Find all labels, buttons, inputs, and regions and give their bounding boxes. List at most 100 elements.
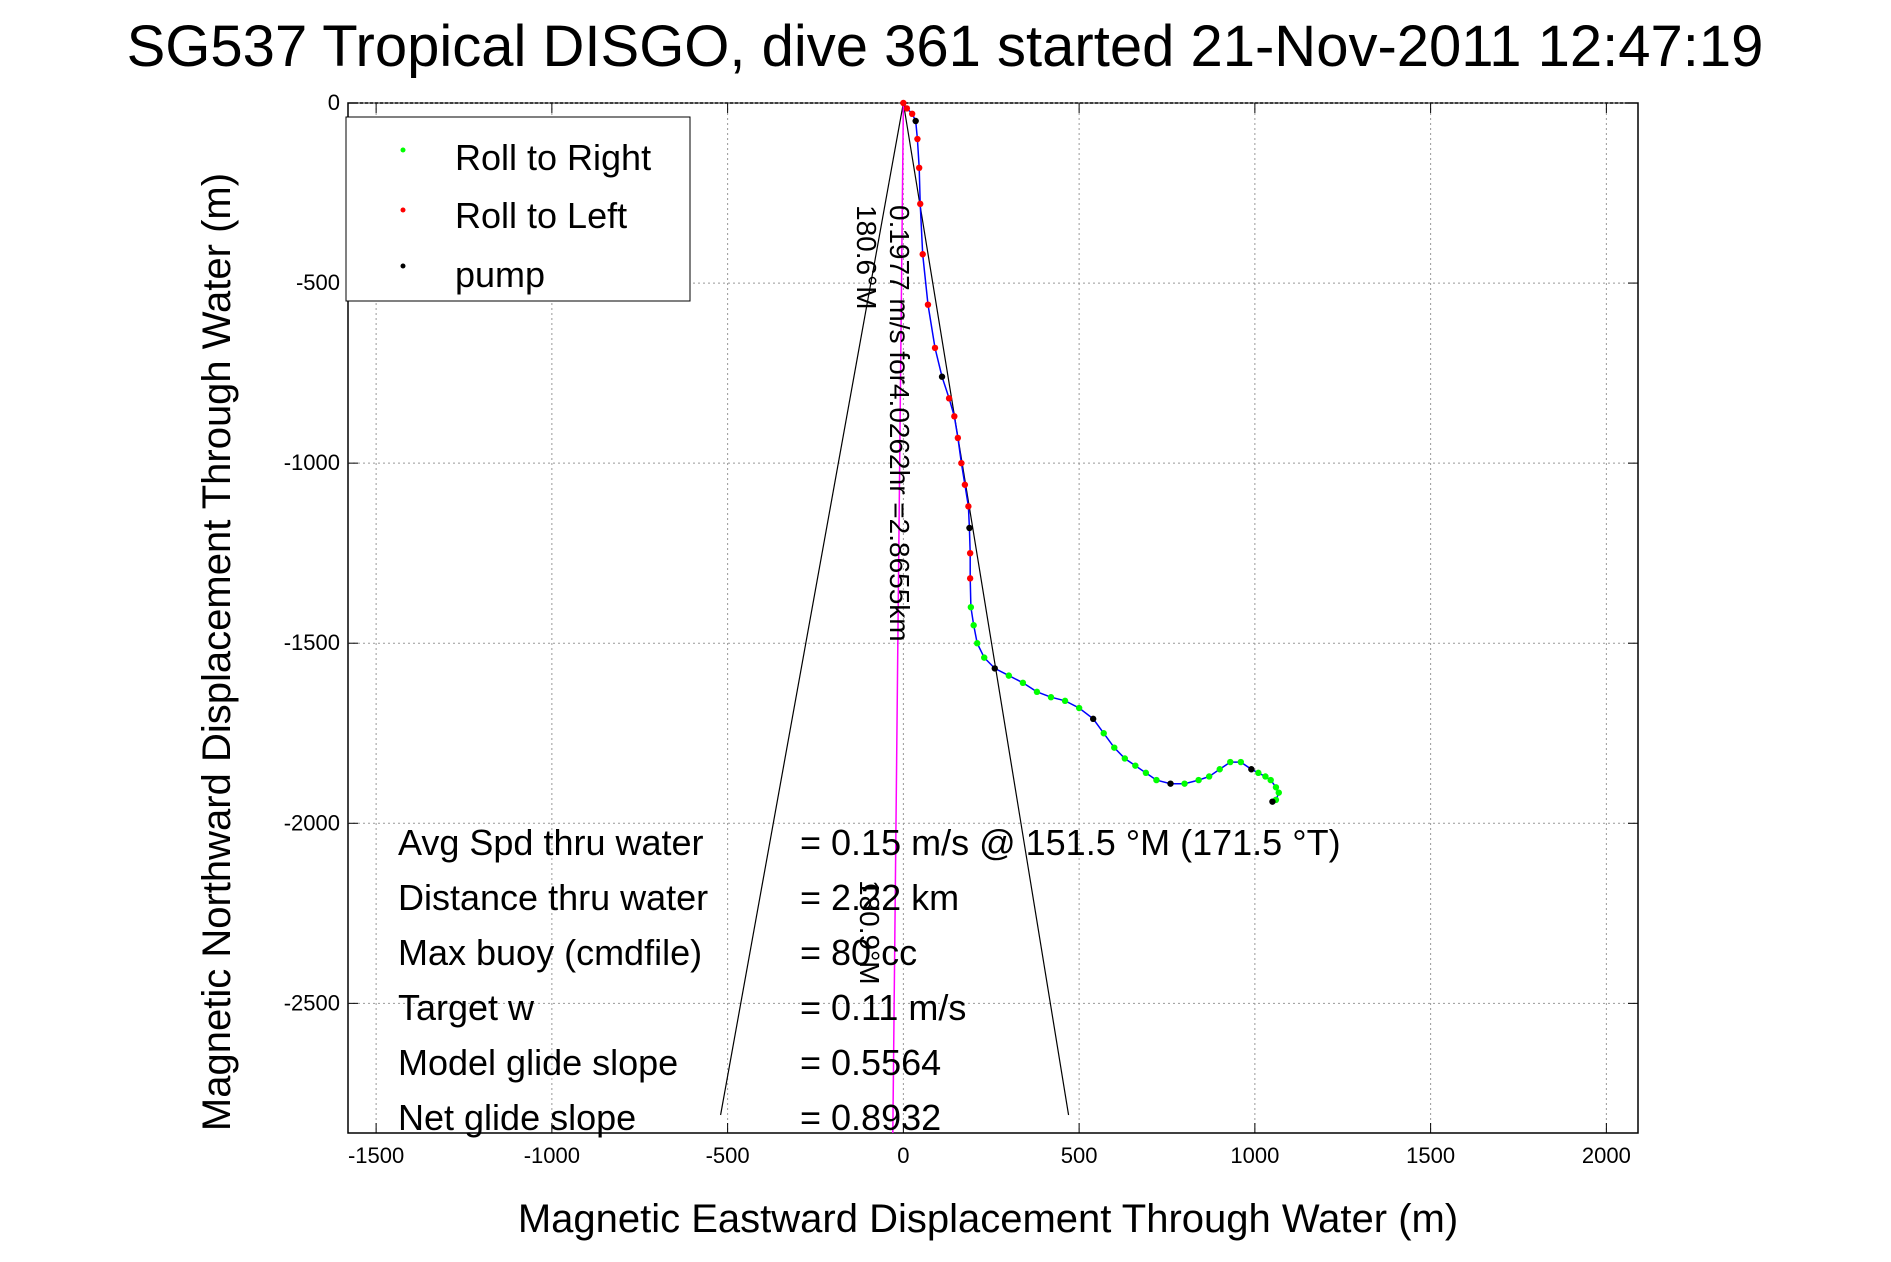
chart-title: SG537 Tropical DISGO, dive 361 started 2…: [127, 14, 1764, 79]
heading-cone: [719, 102, 1070, 1116]
stat-value: = 0.15 m/s @ 151.5 °M (171.5 °T): [800, 822, 1341, 863]
stat-label: Max buoy (cmdfile): [398, 932, 702, 973]
roll-right-point: [1061, 697, 1069, 705]
y-tick-label: -1500: [284, 630, 340, 655]
pump-point: [991, 665, 998, 672]
roll-left-point: [931, 344, 939, 352]
roll-left-point: [900, 99, 907, 107]
roll-left-point: [966, 549, 974, 557]
roll-right-point: [1195, 776, 1202, 784]
legend-label-roll-left: Roll to Left: [455, 195, 627, 236]
pump-point: [1248, 766, 1255, 773]
legend: Roll to Right Roll to Left pump: [345, 116, 691, 302]
pump-point: [1269, 798, 1276, 805]
roll-left-point: [961, 481, 969, 488]
roll-right-point: [973, 640, 981, 647]
stat-value: = 0.5564: [800, 1042, 941, 1083]
x-axis-label: Magnetic Eastward Displacement Through W…: [518, 1197, 1458, 1241]
pump-point: [966, 524, 973, 532]
roll-right-point: [1227, 758, 1234, 766]
roll-left-point: [954, 434, 962, 442]
cone-right-edge: [902, 102, 1070, 1116]
roll-right-point: [1181, 780, 1188, 787]
roll-left-point: [951, 413, 958, 420]
x-tick-label: 0: [897, 1143, 909, 1168]
roll-right-point: [1111, 744, 1118, 751]
roll-left-point: [966, 575, 974, 582]
y-tick-label: -500: [296, 270, 340, 295]
roll-right-point: [1272, 784, 1280, 791]
roll-right-point: [1255, 769, 1262, 777]
roll-left-point: [924, 301, 932, 308]
x-tick-label: -1500: [348, 1143, 404, 1168]
roll-right-point: [1267, 776, 1274, 784]
stat-value: = 2.22 km: [800, 877, 959, 918]
y-tick-label: -2000: [284, 810, 340, 835]
x-tick-label: 1000: [1230, 1143, 1279, 1168]
roll-left-point: [919, 251, 926, 258]
roll-right-point: [1142, 769, 1150, 777]
roll-right-point: [1005, 672, 1013, 679]
pump-point: [912, 117, 919, 125]
y-axis-label: Magnetic Northward Displacement Through …: [195, 173, 239, 1131]
y-tick-label: -2500: [284, 990, 340, 1015]
legend-label-pump: pump: [455, 254, 545, 295]
roll-right-point: [1121, 755, 1129, 762]
stat-label: Avg Spd thru water: [398, 822, 704, 863]
roll-right-point: [967, 603, 975, 611]
y-tick-label: 0: [328, 90, 340, 115]
roll-right-point: [1019, 679, 1027, 687]
legend-label-roll-right: Roll to Right: [455, 137, 651, 178]
heading-line: [892, 102, 905, 1134]
track-markers: [900, 99, 1282, 805]
pump-point: [1089, 715, 1097, 723]
roll-right-point: [1033, 688, 1041, 696]
stat-label: Distance thru water: [398, 877, 708, 918]
stat-value: = 0.11 m/s: [800, 987, 966, 1028]
roll-right-point: [1262, 773, 1269, 780]
roll-right-point: [981, 654, 988, 661]
x-tick-label: -1000: [524, 1143, 580, 1168]
pump-point: [938, 373, 946, 380]
roll-right-point: [970, 622, 977, 629]
roll-right-point: [1153, 776, 1160, 784]
roll-left-point: [945, 395, 953, 402]
roll-right-point: [1237, 758, 1245, 766]
stat-value: = 80 cc: [800, 932, 917, 973]
stats-block: Avg Spd thru water = 0.15 m/s @ 151.5 °M…: [398, 822, 1341, 1138]
x-tick-label: -500: [706, 1143, 750, 1168]
roll-right-point: [1047, 694, 1055, 701]
axis-ticks: -1500 -1000 -500 0 500 1000 1500 2000 0 -500 -1000…: [284, 90, 1638, 1168]
legend-marker-roll-right: [400, 147, 406, 153]
stat-label: Target w: [398, 987, 535, 1028]
x-tick-label: 1500: [1406, 1143, 1455, 1168]
roll-left-point: [915, 164, 923, 172]
legend-marker-pump: [400, 263, 406, 269]
glide-heading-annotation: 180.9°M: [854, 880, 885, 985]
x-tick-label: 500: [1061, 1143, 1098, 1168]
roll-left-point: [908, 110, 916, 118]
roll-left-point: [903, 105, 911, 112]
legend-marker-roll-left: [400, 207, 406, 213]
pump-point: [1167, 780, 1174, 787]
roll-right-point: [1100, 730, 1107, 737]
roll-right-point: [1205, 773, 1213, 780]
roll-left-point: [914, 135, 921, 143]
roll-right-point: [1275, 789, 1282, 796]
roll-left-point: [958, 459, 965, 467]
current-heading-line: [892, 102, 905, 1134]
roll-right-point: [1075, 704, 1083, 712]
stat-label: Model glide slope: [398, 1042, 678, 1083]
current-annotation: 0.1977 m/s for4.0262hr =2.8655km: [884, 205, 915, 642]
x-tick-label: 2000: [1582, 1143, 1631, 1168]
stat-value: = 0.8932: [800, 1097, 941, 1138]
y-tick-label: -1000: [284, 450, 340, 475]
roll-left-point: [917, 200, 924, 208]
stat-label: Net glide slope: [398, 1097, 636, 1138]
current-heading-annotation: 180.6°M: [851, 205, 882, 310]
roll-left-point: [965, 503, 972, 510]
roll-right-point: [1132, 762, 1139, 769]
cone-left-edge: [719, 102, 904, 1116]
roll-right-point: [1216, 766, 1223, 773]
